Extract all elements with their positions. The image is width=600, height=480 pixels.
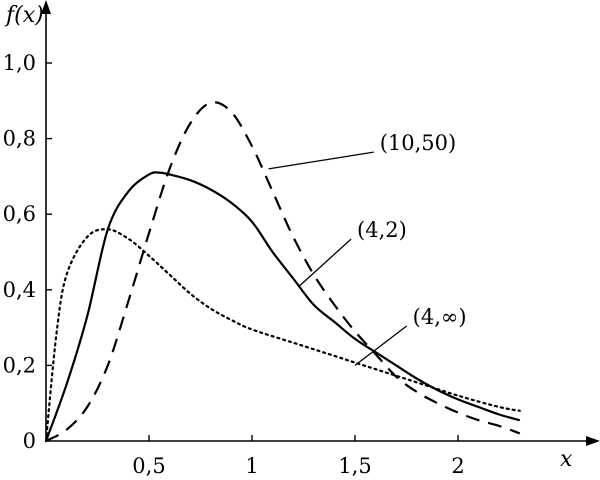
leader-line	[354, 325, 408, 366]
series-line-dashed	[45, 101, 521, 442]
x-tick-label: 2	[451, 454, 464, 478]
y-tick-label: 0	[23, 429, 36, 453]
leader-line	[268, 151, 374, 170]
y-axis-title: f(x)	[4, 3, 44, 28]
ticks: 0,5 1 1,5 2 0 0,2 0,4 0,6 0,8 1,0	[3, 51, 465, 478]
y-tick-label: 1,0	[3, 51, 36, 75]
series-label: (4,2)	[357, 218, 407, 242]
x-axis-arrow	[586, 436, 600, 446]
x-tick-label: 1,5	[338, 454, 371, 478]
x-axis-title: x	[560, 447, 573, 472]
series-line-dotted	[44, 228, 521, 443]
series-label: (4,∞)	[413, 305, 467, 329]
y-tick-label: 0,4	[3, 278, 36, 302]
labels: f(x) x (10,50) (4,2) (4,∞)	[4, 3, 573, 472]
y-tick-label: 0,6	[3, 202, 36, 226]
leader-line	[298, 238, 352, 287]
series-label: (10,50)	[380, 131, 457, 155]
y-tick-label: 0,2	[3, 353, 36, 377]
leader-lines	[268, 151, 408, 366]
y-axis-arrow	[41, 0, 51, 14]
y-tick-label: 0,8	[3, 127, 36, 151]
curves	[44, 101, 521, 443]
x-tick-label: 1	[245, 454, 258, 478]
x-tick-label: 0,5	[132, 454, 165, 478]
axes	[41, 0, 600, 446]
